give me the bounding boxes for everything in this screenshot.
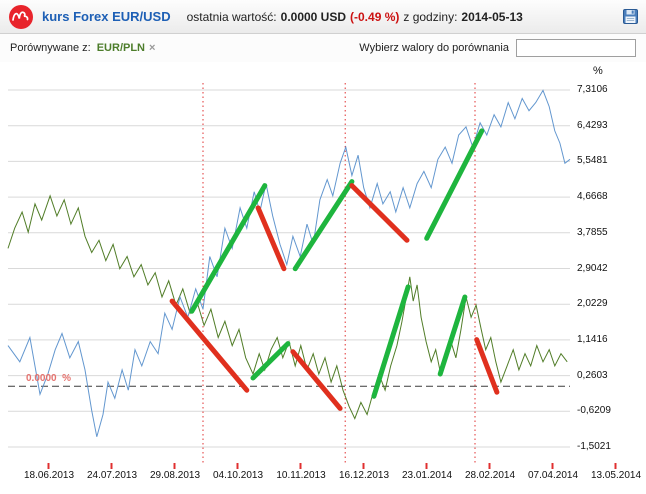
trend-annotation-line bbox=[474, 337, 500, 395]
trend-annotation-line bbox=[349, 183, 410, 243]
x-axis-label: 18.06.2013 bbox=[23, 470, 75, 481]
trend-annotation-line bbox=[169, 298, 250, 393]
trend-annotation-line bbox=[250, 341, 291, 381]
page-title[interactable]: kurs Forex EUR/USD bbox=[42, 9, 171, 24]
series-line-eurusd bbox=[7, 89, 571, 437]
y-axis-label: 5,5481 bbox=[577, 155, 608, 166]
chart-area: % 7,3106 6,4293 5,5481 4,6668 3,7855 2,9042 2,… bbox=[0, 62, 646, 494]
y-axis-label: 2,0229 bbox=[577, 298, 608, 309]
x-axis-label: 10.11.2013 bbox=[276, 470, 326, 481]
trend-annotation-line bbox=[290, 349, 343, 411]
trend-annotation-line bbox=[371, 284, 411, 399]
remove-tag-icon[interactable]: × bbox=[149, 42, 156, 54]
y-axis-label: 0,2603 bbox=[577, 370, 608, 381]
x-axis-label: 29.08.2013 bbox=[149, 470, 201, 481]
compare-label: Porównywane z: bbox=[10, 42, 91, 54]
x-axis-label: 28.02.2014 bbox=[464, 470, 516, 481]
y-axis-label: -1,5021 bbox=[577, 441, 611, 452]
header: kurs Forex EUR/USD ostatnia wartość: 0.0… bbox=[0, 0, 646, 34]
last-value: 0.0000 USD bbox=[280, 9, 347, 24]
moneypl-logo-icon[interactable] bbox=[8, 4, 34, 30]
series-line-eurpln bbox=[7, 194, 568, 420]
y-axis-label: 4,6668 bbox=[577, 191, 608, 202]
y-axis-label: 1,1416 bbox=[577, 334, 608, 345]
last-value-info: ostatnia wartość: 0.0000 USD (-0.49 %) z… bbox=[187, 10, 523, 24]
y-axis-label: 2,9042 bbox=[577, 263, 608, 274]
y-axis-label: 3,7855 bbox=[577, 227, 608, 238]
compare-search-input[interactable] bbox=[516, 39, 636, 57]
compare-picker: Wybierz walory do porównania bbox=[359, 39, 636, 57]
y-axis-label: 7,3106 bbox=[577, 84, 608, 95]
trend-annotation-line bbox=[437, 294, 468, 377]
x-axis-label: 16.12.2013 bbox=[338, 470, 390, 481]
trend-annotation-line bbox=[424, 128, 485, 241]
trend-annotation-line bbox=[189, 183, 268, 314]
x-axis-label: 13.05.2014 bbox=[590, 470, 642, 481]
last-value-label: ostatnia wartość: bbox=[186, 9, 277, 24]
y-axis-label: 6,4293 bbox=[577, 120, 608, 131]
trend-annotation-line bbox=[255, 205, 287, 272]
y-axis-unit: % bbox=[593, 65, 603, 77]
x-axis-label: 24.07.2013 bbox=[86, 470, 138, 481]
y-axis-label: -0,6209 bbox=[577, 405, 611, 416]
trend-annotation-line bbox=[292, 179, 355, 272]
comparison-toolbar: Porównywane z: EUR/PLN × Wybierz walory … bbox=[0, 34, 646, 62]
picker-label: Wybierz walory do porównania bbox=[359, 42, 509, 54]
time-label: z godziny: bbox=[403, 9, 458, 24]
time-value: 2014-05-13 bbox=[461, 9, 523, 24]
change-value: (-0.49 %) bbox=[350, 9, 400, 24]
chart-svg[interactable] bbox=[0, 62, 646, 494]
compare-tag-eurpln[interactable]: EUR/PLN bbox=[96, 42, 145, 54]
x-axis-label: 04.10.2013 bbox=[212, 470, 264, 481]
zero-line-label: 0.0000 % bbox=[26, 373, 72, 384]
x-axis-label: 07.04.2014 bbox=[527, 470, 579, 481]
save-icon[interactable] bbox=[623, 9, 638, 24]
x-axis-label: 23.01.2014 bbox=[401, 470, 453, 481]
